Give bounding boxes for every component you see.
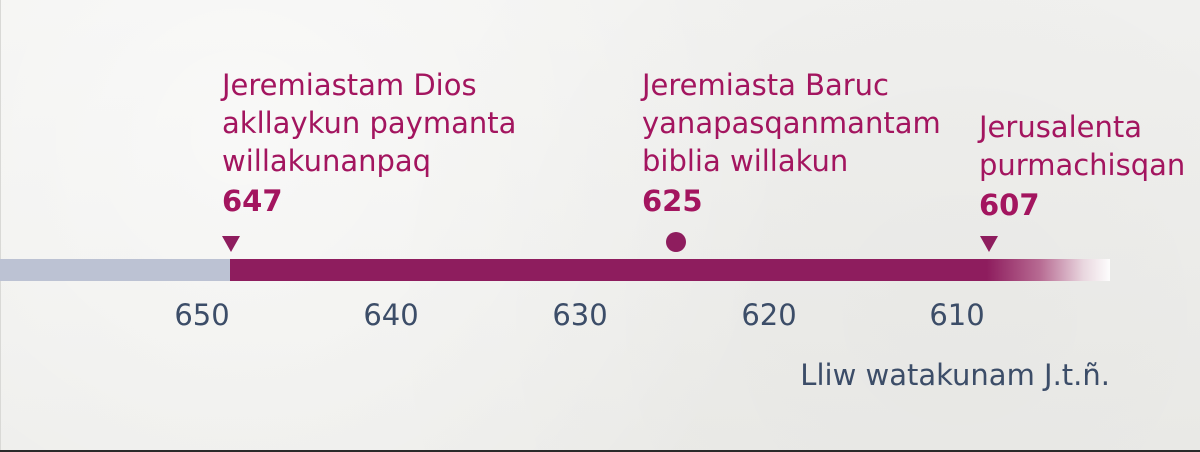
event-label: Jeremiastam Dios akllaykun paymanta will… (222, 68, 517, 178)
event-year: 625 (642, 184, 703, 218)
timeline-bar-period (230, 259, 1110, 281)
event-year: 607 (979, 188, 1040, 222)
left-edge (0, 0, 1, 452)
event-year: 647 (222, 184, 283, 218)
bottom-edge (0, 450, 1200, 452)
event-label: Jerusalenta purmachisqan (979, 110, 1186, 182)
tick-label: 630 (552, 298, 608, 332)
timeline-bar-before (0, 259, 230, 281)
event-625: Jeremiasta Baruc yanapasqanmantam biblia… (642, 66, 941, 220)
triangle-marker-icon (980, 236, 998, 252)
dot-marker-icon (666, 232, 686, 252)
tick-label: 640 (363, 298, 419, 332)
tick-label: 620 (741, 298, 797, 332)
tick-label: 650 (174, 298, 230, 332)
event-607: Jerusalenta purmachisqan 607 (979, 108, 1185, 224)
triangle-marker-icon (222, 236, 240, 252)
timeline-footnote: Lliw watakunam J.t.ñ. (800, 358, 1110, 392)
event-label: Jeremiasta Baruc yanapasqanmantam biblia… (642, 68, 941, 178)
event-647: Jeremiastam Dios akllaykun paymanta will… (222, 66, 516, 220)
tick-label: 610 (929, 298, 985, 332)
